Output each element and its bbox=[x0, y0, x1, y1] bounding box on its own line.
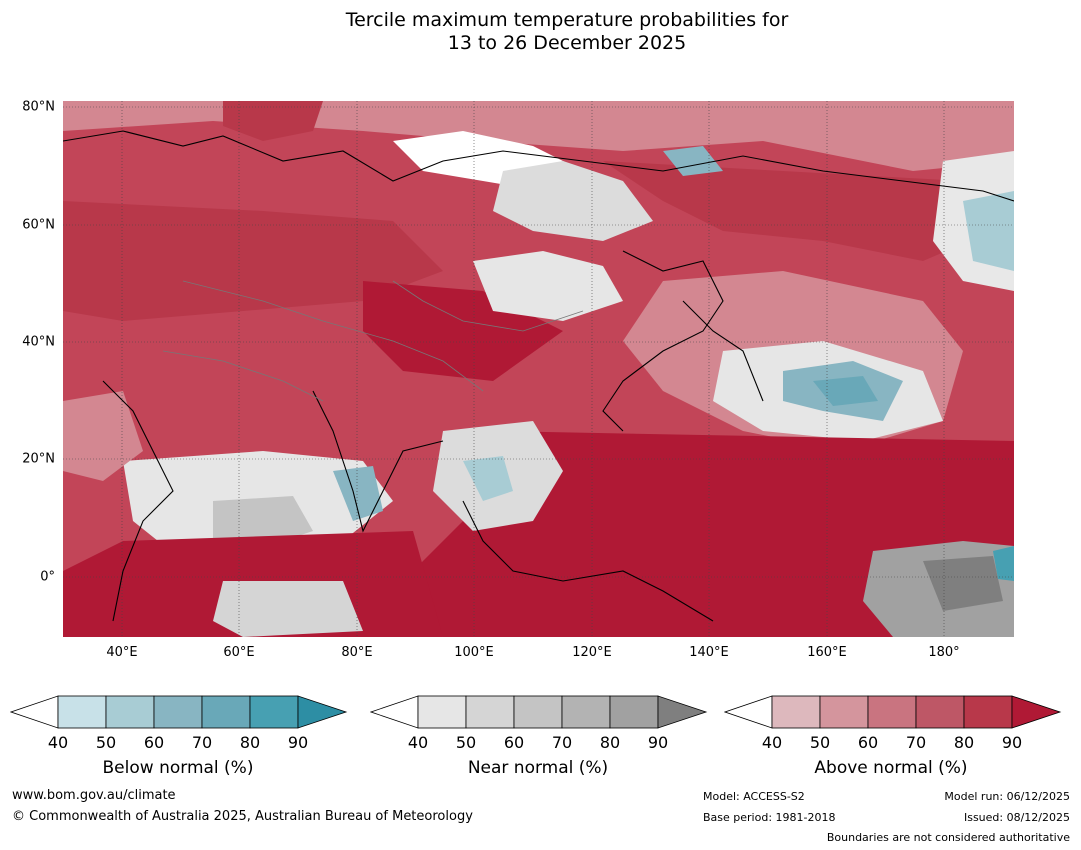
tick-above-40: 40 bbox=[761, 733, 783, 752]
colorbar-above-segment-4 bbox=[915, 695, 965, 729]
lat-label-60n: 60°N bbox=[22, 217, 55, 233]
colorbar-above-segment-3 bbox=[867, 695, 917, 729]
lat-label-0: 0° bbox=[40, 569, 55, 585]
lon-label-80e: 80°E bbox=[341, 645, 373, 660]
colorbar-above-extend-high bbox=[1011, 695, 1062, 729]
tick-above-60: 60 bbox=[857, 733, 879, 752]
copyright-text: © Commonwealth of Australia 2025, Austra… bbox=[12, 809, 473, 824]
lon-label-100e: 100°E bbox=[454, 645, 494, 660]
model-name: Model: ACCESS-S2 bbox=[703, 790, 805, 803]
map-title: Tercile maximum temperature probabilitie… bbox=[0, 9, 1081, 55]
colorbar-below-normal bbox=[10, 695, 348, 729]
tick-below-50: 50 bbox=[95, 733, 117, 752]
lon-label-60e: 60°E bbox=[223, 645, 255, 660]
tick-below-60: 60 bbox=[143, 733, 165, 752]
colorbar-near-segment-3 bbox=[513, 695, 563, 729]
tick-near-80: 80 bbox=[599, 733, 621, 752]
tick-above-80: 80 bbox=[953, 733, 975, 752]
colorbar-below-segment-1 bbox=[57, 695, 107, 729]
pacific-above-normal bbox=[413, 431, 1014, 637]
lat-label-80n: 80°N bbox=[22, 99, 55, 115]
colorbar-below-extend-high bbox=[297, 695, 348, 729]
lon-label-180: 180° bbox=[928, 645, 960, 660]
model-run-date: Model run: 06/12/2025 bbox=[944, 790, 1070, 803]
colorbar-near-segment-5 bbox=[609, 695, 659, 729]
colorbar-below-segment-4 bbox=[201, 695, 251, 729]
country-borders bbox=[162, 280, 584, 402]
colorbar-above-segment-1 bbox=[771, 695, 821, 729]
colorbar-above-extend-low bbox=[724, 695, 773, 729]
tick-below-80: 80 bbox=[239, 733, 261, 752]
colorbar-below-title: Below normal (%) bbox=[102, 758, 254, 778]
lon-label-40e: 40°E bbox=[106, 645, 138, 660]
coastlines bbox=[63, 130, 1014, 622]
colorbar-above-segment-2 bbox=[819, 695, 869, 729]
colorbar-above-segment-5 bbox=[963, 695, 1013, 729]
tick-above-70: 70 bbox=[905, 733, 927, 752]
lat-label-20n: 20°N bbox=[22, 451, 55, 467]
tick-below-90: 90 bbox=[287, 733, 309, 752]
colorbar-near-extend-low bbox=[370, 695, 419, 729]
tick-near-40: 40 bbox=[407, 733, 429, 752]
tick-above-90: 90 bbox=[1001, 733, 1023, 752]
tick-near-60: 60 bbox=[503, 733, 525, 752]
colorbar-near-title: Near normal (%) bbox=[467, 758, 609, 778]
colorbar-above-normal bbox=[724, 695, 1062, 729]
tick-below-70: 70 bbox=[191, 733, 213, 752]
graticule bbox=[63, 101, 1014, 637]
tick-near-90: 90 bbox=[647, 733, 669, 752]
issued-date: Issued: 08/12/2025 bbox=[963, 811, 1070, 824]
lon-label-160e: 160°E bbox=[807, 645, 847, 660]
colorbar-near-segment-1 bbox=[417, 695, 467, 729]
boundaries-disclaimer: Boundaries are not considered authoritat… bbox=[826, 831, 1070, 844]
title-line-2: 13 to 26 December 2025 bbox=[447, 32, 687, 54]
tick-near-70: 70 bbox=[551, 733, 573, 752]
colorbar-near-segment-4 bbox=[561, 695, 611, 729]
colorbar-above-title: Above normal (%) bbox=[814, 758, 968, 778]
title-line-1: Tercile maximum temperature probabilitie… bbox=[345, 9, 789, 31]
colorbar-below-segment-5 bbox=[249, 695, 299, 729]
below-normal-patch-northeast bbox=[963, 191, 1014, 271]
colorbar-below-segment-2 bbox=[105, 695, 155, 729]
siberia-region bbox=[603, 161, 993, 261]
colorbar-near-extend-high bbox=[657, 695, 708, 729]
colorbar-near-segment-2 bbox=[465, 695, 515, 729]
central-asia-region bbox=[63, 201, 443, 321]
website-link[interactable]: www.bom.gov.au/climate bbox=[12, 788, 176, 803]
colorbar-below-extend-low bbox=[10, 695, 59, 729]
lon-label-140e: 140°E bbox=[689, 645, 729, 660]
tick-below-40: 40 bbox=[47, 733, 69, 752]
colorbar-near-normal bbox=[370, 695, 708, 729]
map-canvas bbox=[63, 101, 1014, 637]
lon-label-120e: 120°E bbox=[572, 645, 612, 660]
tick-near-50: 50 bbox=[455, 733, 477, 752]
probability-map bbox=[63, 101, 1014, 637]
lat-label-40n: 40°N bbox=[22, 334, 55, 350]
colorbar-below-segment-3 bbox=[153, 695, 203, 729]
base-period: Base period: 1981-2018 bbox=[703, 811, 836, 824]
tick-above-50: 50 bbox=[809, 733, 831, 752]
